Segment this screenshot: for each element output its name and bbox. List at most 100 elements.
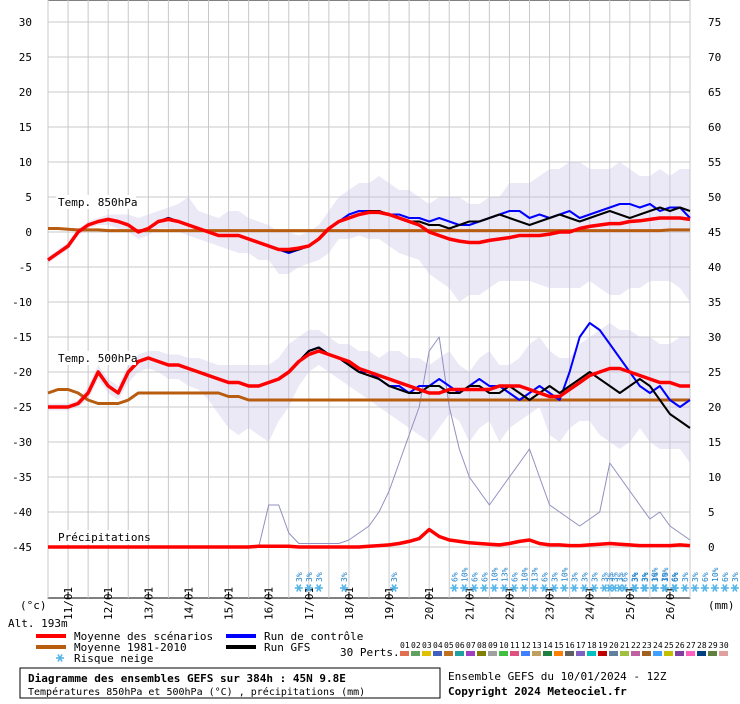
left-tick-label: -5: [19, 261, 32, 274]
right-tick-label: 75: [708, 16, 721, 29]
x-tick-label: 11/01: [62, 587, 75, 620]
snowflake-stroke: [521, 584, 527, 592]
pert-swatch: [400, 651, 409, 656]
right-unit: (mm): [708, 599, 735, 612]
snowflake-stroke: [571, 584, 577, 592]
pert-number: 28: [697, 641, 707, 650]
series-lines: [46, 203, 691, 549]
snowflake-stroke: [722, 584, 728, 592]
pert-swatch: [521, 651, 530, 656]
snowflake-stroke: [511, 584, 517, 592]
legend-control: Run de contrôle: [264, 630, 363, 643]
snowflake-icon: [530, 584, 539, 592]
snow-risk-value: 10%: [560, 567, 569, 582]
snow-risk-value: 10%: [490, 567, 499, 582]
snow-risk-marker: 10%: [520, 567, 529, 592]
right-tick-label: 40: [708, 261, 721, 274]
pert-swatch: [499, 651, 508, 656]
snow-risk-marker: 3%: [630, 572, 640, 592]
x-tick-label: 18/01: [343, 587, 356, 620]
snow-risk-value: 6%: [670, 572, 679, 582]
snow-risk-marker: 6%: [540, 572, 549, 592]
snowflake-icon: [540, 584, 549, 592]
snow-risk-marker: 6%: [450, 572, 459, 592]
snow-risk-marker: 3%: [650, 572, 660, 592]
snow-risk-value: 3%: [640, 572, 649, 582]
legend-snow: Risque neige: [74, 652, 153, 665]
snow-risk-marker: 6%: [510, 572, 519, 592]
snow-risk-marker: 10%: [560, 567, 569, 592]
pert-swatch: [675, 651, 684, 656]
pert-number: 09: [488, 641, 498, 650]
x-tick-label: 19/01: [383, 587, 396, 620]
snow-risk-markers: 3% 3% 3% 3% 3% 6% 10% 6% 6% 10% 13% 6% 10% 13% 6% 3% 10%…: [294, 567, 740, 592]
right-tick-label: 55: [708, 156, 721, 169]
snow-risk-value: 3%: [570, 572, 579, 582]
pert-number: 08: [477, 641, 487, 650]
snowflake-stroke: [632, 584, 638, 592]
right-tick-label: 0: [708, 541, 715, 554]
snow-risk-value: 3%: [305, 572, 314, 582]
pert-number: 21: [620, 641, 630, 650]
snowflake-stroke: [306, 584, 312, 592]
snow-risk-value: 3%: [651, 572, 660, 582]
x-tick-label: 20/01: [423, 587, 436, 620]
pert-number: 18: [587, 641, 597, 650]
x-tick-label: 14/01: [182, 587, 195, 620]
x-tick-label: 26/01: [664, 587, 677, 620]
snowflake-icon: [730, 584, 739, 592]
snowflake-stroke: [481, 584, 487, 592]
pert-number: 27: [686, 641, 696, 650]
pert-number: 03: [422, 641, 432, 650]
left-tick-label: -15: [12, 331, 32, 344]
left-axis: 30 25 20 15 10 5 0 -5 -10 -15 -20 -25 -30 -35 -40 -45: [12, 16, 32, 554]
snowflake-stroke: [617, 584, 623, 592]
snow-risk-value: 3%: [641, 572, 650, 582]
snowflake-stroke: [682, 584, 688, 592]
snowflake-icon: [605, 584, 614, 592]
snow-risk-value: 3%: [631, 572, 640, 582]
snowflake-icon: [520, 584, 529, 592]
snowflake-stroke: [601, 584, 607, 592]
pert-swatch: [686, 651, 695, 656]
pert-number: 13: [532, 641, 542, 650]
snow-risk-marker: 6%: [700, 572, 710, 592]
snow-risk-value: 10%: [711, 567, 720, 582]
snow-risk-value: 10%: [520, 567, 529, 582]
pert-number: 17: [576, 641, 586, 650]
snowflake-stroke: [712, 584, 718, 592]
snow-risk-value: 3%: [390, 572, 399, 582]
chart-title: Diagramme des ensembles GEFS sur 384h : …: [28, 672, 346, 685]
t850-mean-line: [46, 210, 691, 262]
snowflake-stroke: [607, 584, 613, 592]
pert-number: 15: [554, 641, 564, 650]
snowflake-icon: [339, 584, 348, 592]
x-tick-label: 23/01: [544, 587, 557, 620]
snow-risk-value: 13%: [500, 567, 509, 582]
snowflake-stroke: [642, 584, 648, 592]
snowflake-icon: [710, 584, 719, 592]
pert-swatch: [664, 651, 673, 656]
pert-swatch: [642, 651, 651, 656]
right-tick-label: 30: [708, 331, 721, 344]
snow-risk-value: 6%: [671, 572, 680, 582]
pert-number: 22: [631, 641, 641, 650]
left-tick-label: 10: [19, 156, 32, 169]
snowflake-icon: [294, 584, 303, 592]
right-tick-label: 45: [708, 226, 721, 239]
snow-risk-marker: 13%: [530, 567, 539, 592]
snowflake-stroke: [531, 584, 537, 592]
left-tick-label: 25: [19, 51, 32, 64]
pert-swatch: [576, 651, 585, 656]
snowflake-stroke: [621, 584, 627, 592]
right-tick-label: 5: [708, 506, 715, 519]
snow-risk-marker: 6%: [480, 572, 489, 592]
pert-swatch: [488, 651, 497, 656]
pert-swatch: [532, 651, 541, 656]
snow-risk-value: 3%: [295, 572, 304, 582]
snow-risk-marker: 3%: [304, 572, 314, 592]
pert-number: 16: [565, 641, 575, 650]
snowflake-icon: [560, 584, 569, 592]
snowflake-stroke: [471, 584, 477, 592]
snowflake-icon: [615, 584, 624, 592]
